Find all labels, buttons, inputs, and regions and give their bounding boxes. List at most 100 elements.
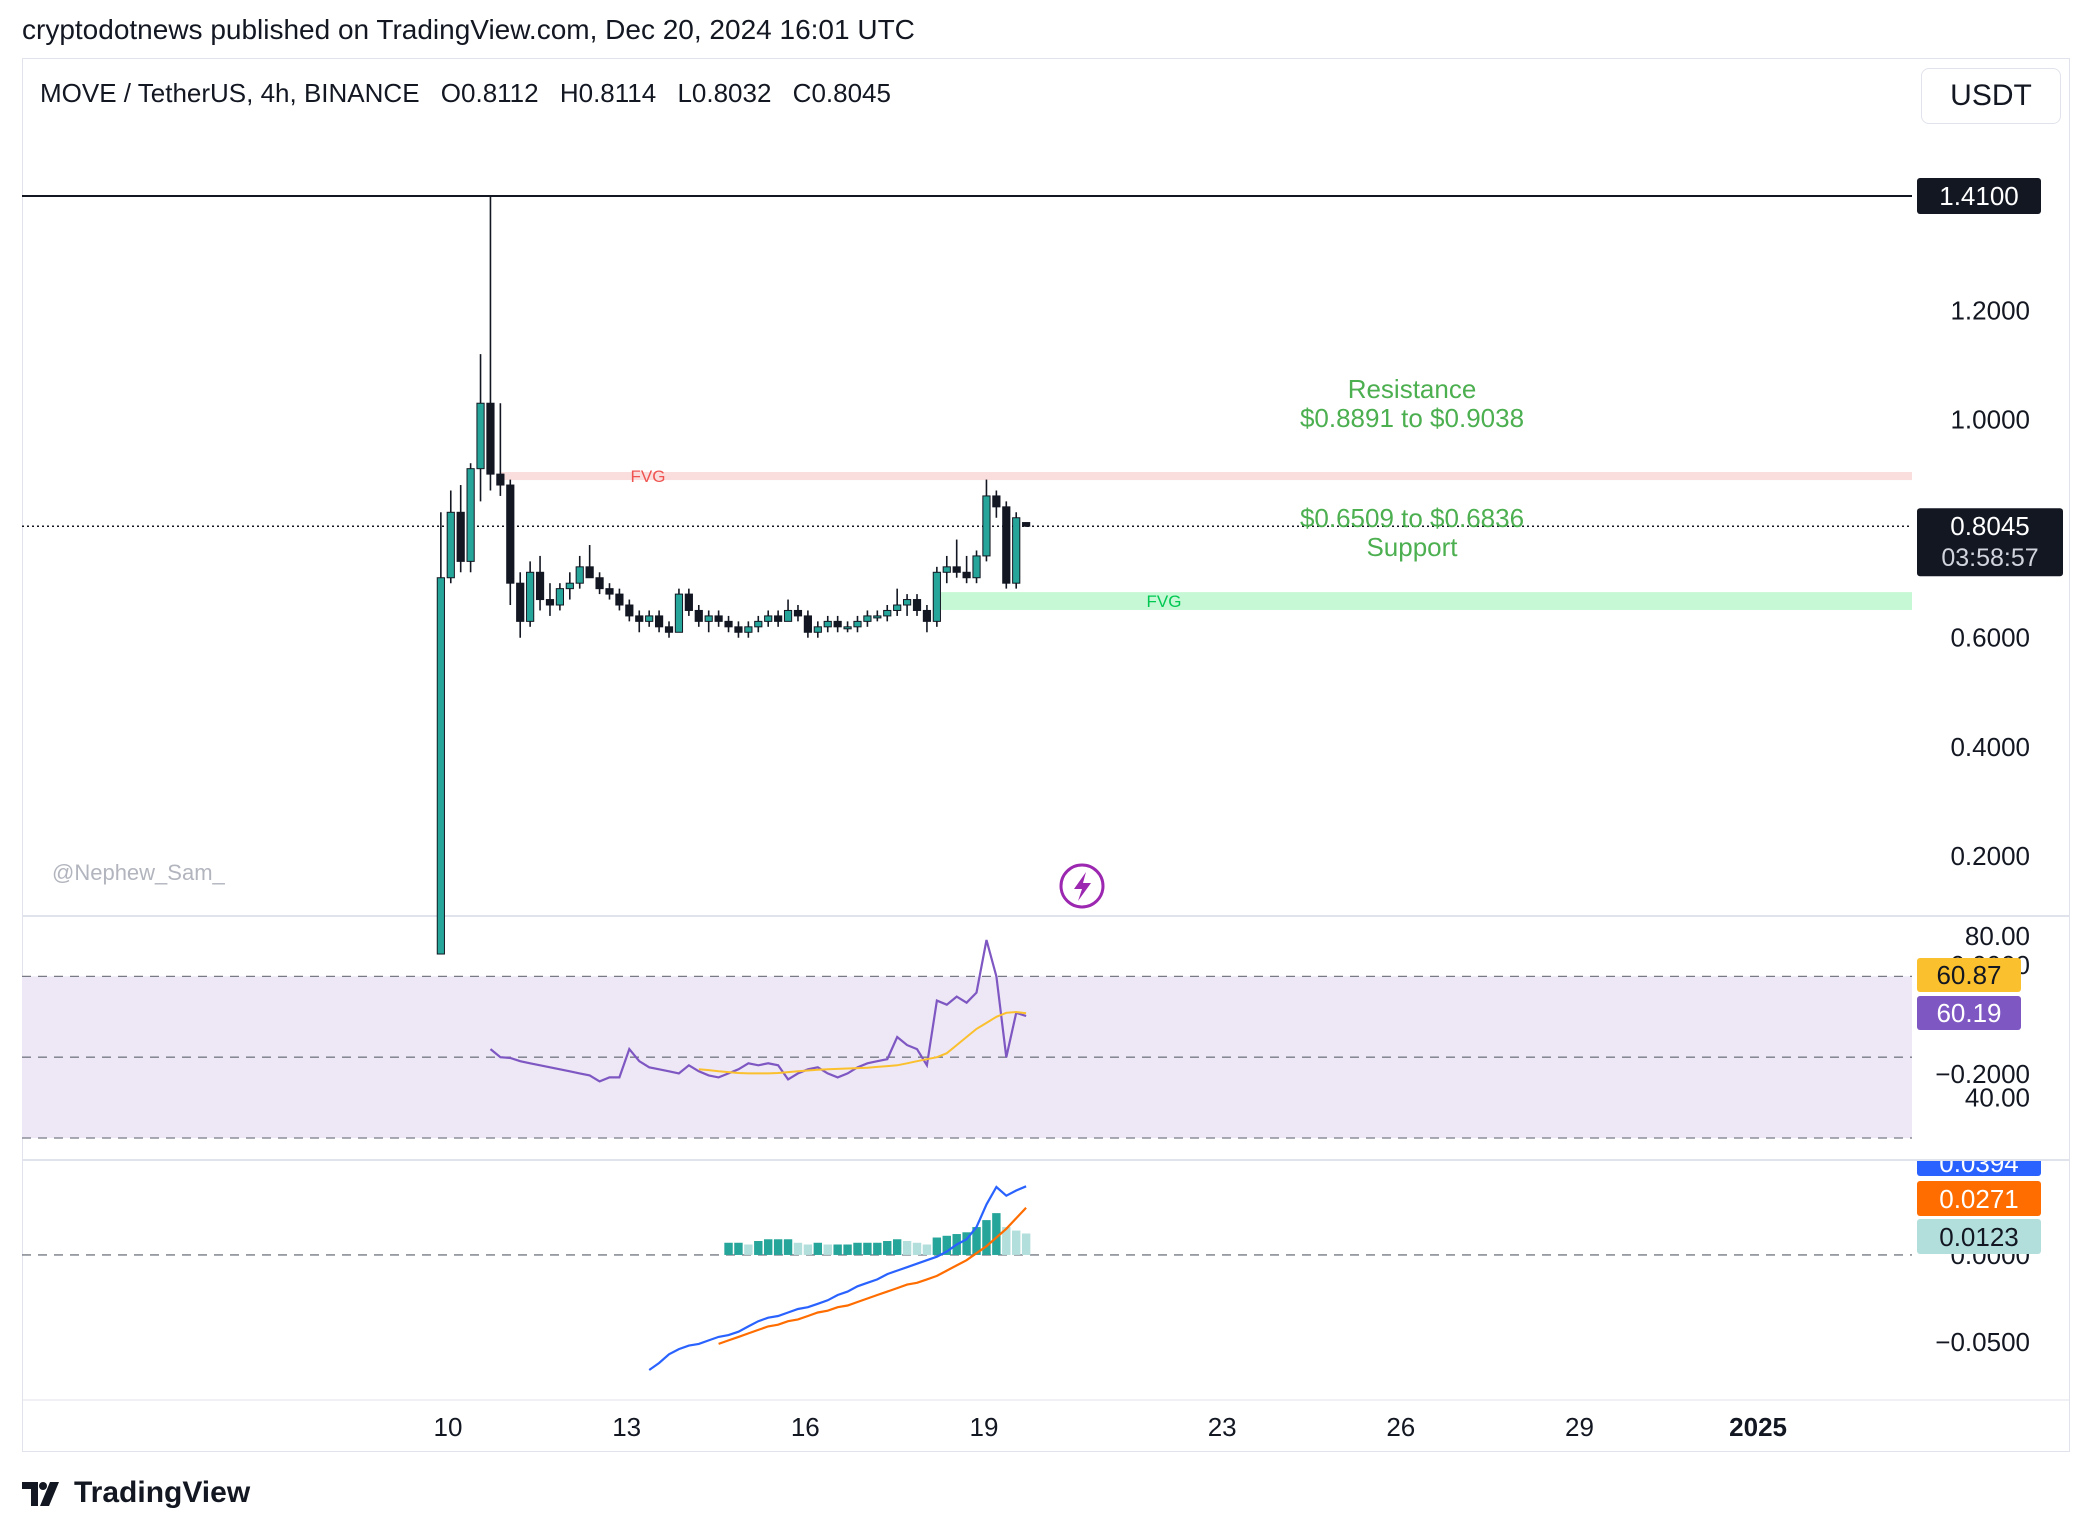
macd-histogram-bar — [813, 1242, 823, 1255]
candle[interactable] — [942, 555, 951, 584]
support-range: $0.6509 to $0.6836 — [1300, 503, 1524, 533]
time-tick-label: 23 — [1208, 1412, 1237, 1442]
candle[interactable] — [1012, 512, 1021, 589]
candle[interactable] — [466, 463, 475, 573]
candle-body-down — [535, 571, 545, 601]
candle[interactable] — [1022, 522, 1031, 527]
candle-body-up — [972, 555, 981, 579]
price-tick-label: 0.2000 — [1950, 841, 2030, 871]
rsi-ma-badge — [1917, 958, 2021, 992]
candle[interactable] — [952, 539, 961, 578]
candle[interactable] — [803, 610, 812, 638]
candle[interactable] — [764, 610, 773, 627]
macd-histogram-bar — [744, 1244, 753, 1255]
candle[interactable] — [595, 572, 604, 595]
candle[interactable] — [575, 555, 584, 589]
candle[interactable] — [922, 605, 932, 633]
candle[interactable] — [654, 610, 664, 633]
candle[interactable] — [555, 583, 564, 611]
tradingview-logo[interactable]: TradingView — [22, 1476, 250, 1510]
candle[interactable] — [813, 621, 822, 638]
candle[interactable] — [446, 490, 455, 584]
candle[interactable] — [883, 605, 892, 622]
currency-button[interactable]: USDT — [1921, 68, 2061, 124]
candle[interactable] — [793, 605, 803, 622]
candle[interactable] — [436, 512, 445, 955]
candle[interactable] — [893, 588, 902, 616]
candle-body-down — [654, 615, 664, 628]
candle[interactable] — [982, 479, 991, 562]
fvg-zone-resistance[interactable] — [500, 472, 1912, 481]
candle[interactable] — [972, 550, 981, 584]
candle[interactable] — [902, 594, 912, 616]
candle[interactable] — [645, 610, 654, 627]
time-tick-label: 19 — [969, 1412, 998, 1442]
candle-body-up — [893, 604, 902, 611]
candle[interactable] — [843, 621, 852, 633]
candle[interactable] — [962, 555, 971, 584]
candle-body-up — [476, 402, 485, 470]
alert-icon-bolt — [1074, 872, 1091, 901]
candle[interactable] — [694, 605, 703, 627]
candle[interactable] — [615, 588, 624, 611]
candle[interactable] — [684, 588, 693, 616]
rsi-line[interactable] — [489, 939, 1027, 1083]
signal-line[interactable] — [718, 1206, 1027, 1345]
candle[interactable] — [744, 621, 753, 638]
candle-body-up — [843, 626, 852, 630]
candle[interactable] — [734, 621, 743, 638]
candle[interactable] — [863, 610, 872, 627]
candle[interactable] — [635, 610, 644, 633]
signal-badge — [1917, 1181, 2041, 1216]
candle[interactable] — [992, 490, 1001, 518]
candle[interactable] — [912, 594, 922, 616]
time-tick-label: 13 — [612, 1412, 641, 1442]
candle[interactable] — [486, 196, 495, 491]
candle[interactable] — [585, 545, 594, 579]
candle-body-up — [555, 588, 564, 606]
candle[interactable] — [476, 354, 485, 502]
candle[interactable] — [664, 621, 674, 638]
candle-body-down — [912, 599, 922, 611]
candle-body-up — [863, 615, 872, 622]
candle[interactable] — [823, 615, 832, 633]
candle[interactable] — [783, 599, 793, 622]
candle[interactable] — [496, 403, 505, 496]
macd-histogram-bar — [982, 1220, 991, 1255]
candle[interactable] — [932, 566, 941, 627]
candle[interactable] — [605, 583, 614, 600]
candle-body-down — [922, 609, 932, 622]
macd-line[interactable] — [648, 1185, 1027, 1371]
candle[interactable] — [535, 555, 545, 611]
fvg-zone-support[interactable] — [936, 592, 1912, 610]
candle[interactable] — [456, 485, 465, 573]
tradingview-logo-icon — [22, 1482, 59, 1506]
time-tick-label: 2025 — [1729, 1412, 1787, 1442]
candle-body-up — [754, 620, 763, 628]
candle[interactable] — [1002, 501, 1011, 589]
macd-histogram-bar — [892, 1239, 902, 1255]
candle[interactable] — [625, 599, 634, 622]
histogram-badge — [1917, 1219, 2041, 1254]
candle[interactable] — [714, 610, 723, 627]
candle-body-down — [1002, 506, 1011, 584]
rsi-ma-line[interactable] — [698, 1010, 1027, 1075]
candle[interactable] — [724, 615, 733, 633]
candle[interactable] — [853, 615, 862, 633]
signal-value: 0.0271 — [1939, 1184, 2019, 1214]
candle[interactable] — [506, 479, 515, 606]
candle[interactable] — [526, 561, 535, 627]
candle[interactable] — [754, 615, 763, 633]
candle[interactable] — [565, 572, 574, 600]
candle[interactable] — [704, 610, 713, 633]
candle[interactable] — [545, 583, 555, 616]
candle[interactable] — [674, 588, 684, 633]
macd-histogram-bar — [754, 1241, 763, 1255]
candle[interactable] — [516, 572, 525, 638]
candle-body-up — [783, 609, 793, 622]
candle[interactable] — [833, 615, 842, 633]
candle[interactable] — [873, 610, 882, 622]
candle[interactable] — [774, 610, 783, 627]
lightning-alert-icon[interactable] — [1059, 863, 1105, 909]
